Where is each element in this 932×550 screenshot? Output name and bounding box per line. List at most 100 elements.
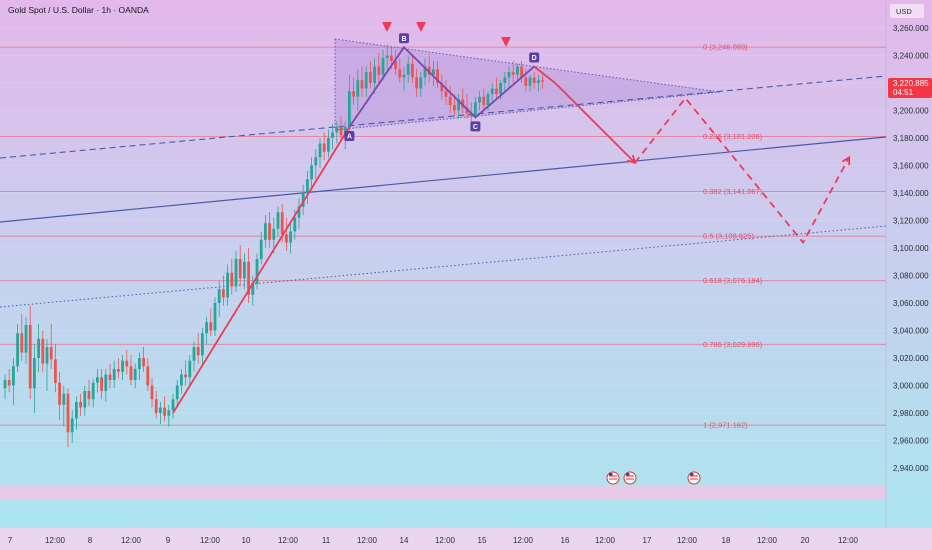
arrow-head <box>627 154 637 165</box>
price-tick-label: 3,180.000 <box>893 134 929 143</box>
pattern-paths[interactable] <box>172 45 851 414</box>
time-tick-label: 10 <box>242 536 251 545</box>
candle-body <box>385 55 389 59</box>
projection-path[interactable] <box>634 96 850 245</box>
candle-body <box>37 338 40 358</box>
pattern-point-badge <box>399 33 409 44</box>
us-event-flag-icon[interactable] <box>687 471 701 485</box>
price-tick-label: 3,060.000 <box>893 299 929 308</box>
candle-body <box>524 77 528 86</box>
time-tick-label: 12:00 <box>121 536 142 545</box>
candle-body <box>293 217 297 232</box>
pattern-point-badge <box>344 131 355 141</box>
candle-body <box>436 69 439 83</box>
candle-body <box>423 66 427 78</box>
us-event-flag-icon[interactable] <box>606 471 620 485</box>
candle-body <box>62 393 66 405</box>
candle-body <box>448 96 452 105</box>
candle-body <box>49 347 53 360</box>
candle-body <box>142 358 145 367</box>
candle-body <box>486 94 490 105</box>
flag-canton <box>690 473 694 476</box>
candle-body <box>352 91 355 97</box>
candle-body <box>129 366 133 380</box>
currency-label: USD <box>896 7 912 16</box>
candle-body <box>411 63 414 78</box>
price-tick-label: 3,100.000 <box>893 244 929 253</box>
price-tick-label: 2,940.000 <box>893 464 929 473</box>
candle-body <box>440 83 444 92</box>
price-tick-label: 2,960.000 <box>893 437 929 446</box>
arrow-head <box>841 155 851 166</box>
candle-body <box>7 380 11 386</box>
candle-body <box>108 374 112 380</box>
candle-body <box>301 193 305 207</box>
candle-body <box>79 402 82 408</box>
pattern-point-label: D <box>532 55 537 62</box>
pattern-point-label: C <box>473 124 478 131</box>
currency-badge[interactable]: USD <box>890 4 924 18</box>
time-tick-label: 12:00 <box>45 536 66 545</box>
candle-body <box>230 272 234 287</box>
flag-canton <box>626 473 630 476</box>
candle-body <box>41 338 45 364</box>
candle-body <box>419 77 423 89</box>
candle-body <box>289 231 292 243</box>
candle-body <box>364 72 368 89</box>
candle-body <box>154 399 158 413</box>
candle-body <box>406 63 410 75</box>
price-tick-label: 3,140.000 <box>893 189 929 198</box>
time-tick-label: 12:00 <box>200 536 221 545</box>
economic-events[interactable] <box>606 471 701 485</box>
triangle-lower-edge[interactable] <box>334 91 721 131</box>
candle-body <box>453 105 456 111</box>
candle-body <box>541 80 544 82</box>
candle-body <box>133 369 137 380</box>
time-axis[interactable]: 7 12:00 8 12:00 9 12:00 10 12:00 11 12:00 14 12:00 1… <box>8 536 859 545</box>
candle-body <box>12 366 15 386</box>
down-arrow-marker <box>382 22 392 32</box>
triangle-pattern[interactable] <box>334 38 721 131</box>
candle-body <box>54 359 57 383</box>
candle-body <box>234 259 238 287</box>
candle-body <box>33 358 36 389</box>
main-trendline[interactable] <box>0 136 887 223</box>
last-price-value: 3,220.885 <box>893 79 929 88</box>
time-tick-label: 15 <box>478 536 487 545</box>
time-tick-label: 8 <box>88 536 93 545</box>
time-tick-label: 12:00 <box>357 536 378 545</box>
candle-body <box>432 69 435 75</box>
last-price-badge <box>888 78 932 98</box>
upper-channel-line[interactable] <box>0 75 887 159</box>
candle-body <box>20 333 24 353</box>
candle-body <box>398 69 402 78</box>
candle-body <box>87 391 91 400</box>
candle-body <box>457 99 460 111</box>
candle-body <box>104 374 108 391</box>
candle-body <box>167 410 171 416</box>
events-strip <box>0 486 886 500</box>
fib-level-label: 0.382 (3,141.067) <box>703 187 763 196</box>
pattern-point-badge <box>470 121 481 132</box>
fib-level-label: 0.5 (3,108.625) <box>703 232 754 241</box>
us-event-flag-icon[interactable] <box>623 471 637 485</box>
fibonacci-retracement[interactable]: 0 (3,246.089) 0.236 (3,181.206) 0.382 (3,1… <box>0 43 886 430</box>
time-tick-label: 18 <box>722 536 731 545</box>
price-tick-label: 3,240.000 <box>893 52 929 61</box>
trend-lines[interactable] <box>0 75 887 308</box>
abcd-pattern-line[interactable] <box>348 46 535 128</box>
pattern-point-label: B <box>401 36 406 43</box>
candle-body <box>255 259 259 284</box>
candle-body <box>91 382 95 400</box>
flag-canton <box>609 473 613 476</box>
projection-drop-line[interactable] <box>554 82 636 164</box>
candle-body <box>192 347 196 361</box>
candle-body <box>243 261 246 279</box>
candle-body <box>528 77 532 86</box>
candle-body <box>268 223 271 240</box>
lower-channel-line[interactable] <box>0 225 887 308</box>
candle-body <box>217 289 221 303</box>
